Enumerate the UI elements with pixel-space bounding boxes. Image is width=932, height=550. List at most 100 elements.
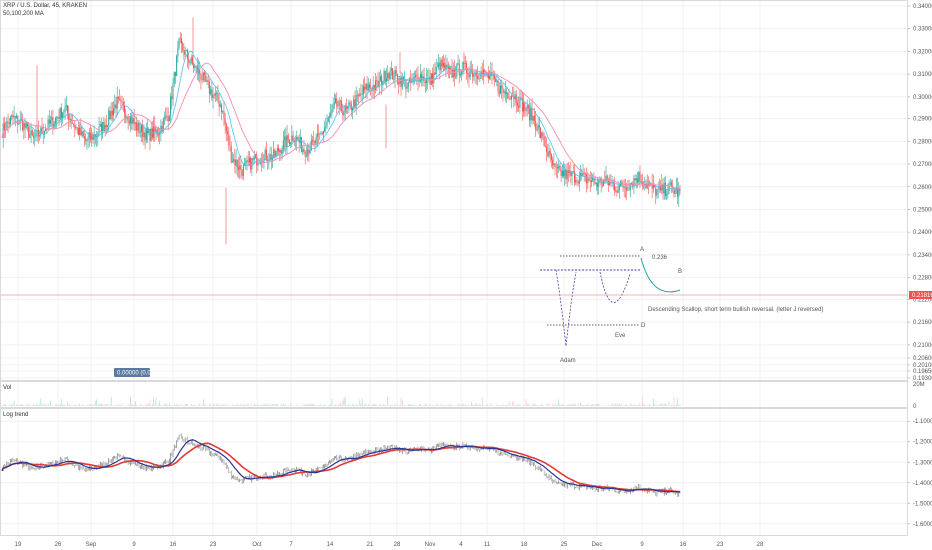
candle-body[interactable] — [466, 63, 468, 73]
candle-body[interactable] — [360, 93, 362, 95]
candle-body[interactable] — [200, 74, 202, 80]
candle-body[interactable] — [97, 133, 99, 136]
candle-body[interactable] — [609, 181, 611, 185]
candle-body[interactable] — [247, 160, 249, 163]
candle-body[interactable] — [105, 124, 107, 127]
candle-body[interactable] — [548, 150, 550, 157]
candle-body[interactable] — [349, 102, 351, 104]
candle-body[interactable] — [278, 148, 280, 152]
candle-body[interactable] — [436, 66, 438, 68]
candle-body[interactable] — [679, 188, 681, 192]
candle-body[interactable] — [59, 107, 61, 119]
candle-body[interactable] — [153, 126, 155, 138]
candle-body[interactable] — [572, 171, 574, 172]
candle-body[interactable] — [441, 59, 443, 67]
candle-body[interactable] — [202, 72, 204, 80]
candle-body[interactable] — [599, 178, 601, 181]
candle-body[interactable] — [130, 116, 132, 124]
candle-body[interactable] — [330, 113, 332, 116]
candle-body[interactable] — [63, 111, 65, 113]
candle-body[interactable] — [565, 169, 567, 180]
candle-body[interactable] — [114, 104, 116, 109]
candle-body[interactable] — [117, 96, 119, 99]
candle-body[interactable] — [556, 167, 558, 169]
candle-body[interactable] — [268, 160, 270, 162]
candle-body[interactable] — [204, 72, 206, 75]
candle-body[interactable] — [630, 183, 632, 184]
candle-body[interactable] — [65, 105, 67, 107]
candle-body[interactable] — [526, 104, 528, 111]
candle-body[interactable] — [415, 75, 417, 78]
candle-body[interactable] — [470, 70, 472, 72]
candle-body[interactable] — [188, 58, 190, 64]
candle-body[interactable] — [273, 149, 275, 158]
candle-body[interactable] — [321, 132, 323, 134]
candle-body[interactable] — [244, 163, 246, 166]
candle-body[interactable] — [499, 85, 501, 94]
candle-body[interactable] — [187, 49, 189, 59]
candle-body[interactable] — [136, 122, 138, 131]
candle-body[interactable] — [282, 139, 284, 150]
candle-body[interactable] — [285, 136, 287, 148]
candle-body[interactable] — [225, 124, 227, 132]
candle-body[interactable] — [592, 178, 594, 181]
candle-body[interactable] — [115, 104, 117, 109]
candle-body[interactable] — [439, 62, 441, 71]
candle-body[interactable] — [641, 181, 643, 186]
candle-body[interactable] — [378, 80, 380, 88]
candle-body[interactable] — [496, 80, 498, 82]
candle-body[interactable] — [173, 72, 175, 84]
candle-body[interactable] — [157, 134, 159, 136]
candle-body[interactable] — [233, 159, 235, 162]
candle-body[interactable] — [332, 104, 334, 110]
candle-body[interactable] — [37, 130, 39, 137]
candle-body[interactable] — [546, 147, 548, 153]
candle-body[interactable] — [252, 158, 254, 160]
candle-body[interactable] — [162, 118, 164, 132]
candle-body[interactable] — [674, 190, 676, 194]
candle-body[interactable] — [74, 125, 76, 129]
candle-body[interactable] — [456, 64, 458, 77]
candle-body[interactable] — [116, 96, 118, 109]
volume-pane[interactable] — [2, 396, 681, 406]
candle-body[interactable] — [677, 187, 679, 197]
candle-body[interactable] — [643, 185, 645, 187]
candle-body[interactable] — [57, 117, 59, 118]
candle-body[interactable] — [424, 81, 426, 83]
candle-body[interactable] — [336, 98, 338, 107]
candle-body[interactable] — [145, 128, 147, 141]
candle-body[interactable] — [438, 62, 440, 67]
candle-body[interactable] — [34, 137, 36, 138]
candle-body[interactable] — [459, 74, 461, 76]
candle-body[interactable] — [131, 116, 133, 124]
candle-body[interactable] — [362, 86, 364, 95]
candle-body[interactable] — [365, 83, 367, 90]
candle-body[interactable] — [316, 133, 318, 137]
candle-body[interactable] — [444, 63, 446, 70]
candle-body[interactable] — [214, 93, 216, 96]
candle-body[interactable] — [30, 130, 32, 135]
candle-body[interactable] — [516, 103, 518, 106]
candle-body[interactable] — [227, 131, 229, 134]
candle-body[interactable] — [578, 176, 580, 184]
candle-body[interactable] — [288, 139, 290, 145]
candle-body[interactable] — [646, 183, 648, 189]
candle-body[interactable] — [199, 68, 201, 75]
candle-body[interactable] — [640, 181, 642, 182]
candle-body[interactable] — [597, 183, 599, 187]
candle-body[interactable] — [246, 160, 248, 162]
candle-body[interactable] — [182, 43, 184, 51]
candle-body[interactable] — [554, 163, 556, 167]
candle-body[interactable] — [308, 149, 310, 154]
candle-body[interactable] — [40, 127, 42, 136]
candle-body[interactable] — [265, 149, 267, 161]
candle-body[interactable] — [405, 79, 407, 89]
candle-body[interactable] — [495, 78, 497, 82]
candle-body[interactable] — [19, 119, 21, 124]
candle-body[interactable] — [372, 84, 374, 91]
time-axis[interactable]: 19 26 Sep 9 16 23 Oct 7 14 21 28 Nov 4 11 18 25 Dec 9 16 23… — [15, 542, 764, 548]
candle-body[interactable] — [326, 122, 328, 126]
candle-body[interactable] — [328, 115, 330, 118]
candle-body[interactable] — [144, 132, 146, 141]
candle-body[interactable] — [458, 63, 460, 76]
